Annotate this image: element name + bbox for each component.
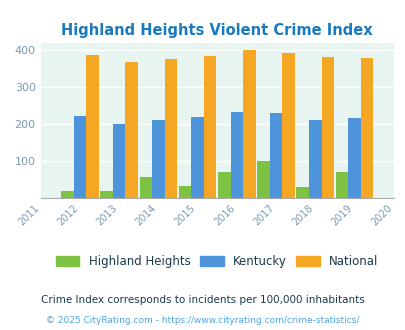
Bar (281, 52, 294, 198)
Bar (321, 57, 333, 198)
Bar (296, 187, 308, 198)
Text: Crime Index corresponds to incidents per 100,000 inhabitants: Crime Index corresponds to incidents per… (41, 295, 364, 305)
Bar (164, 59, 177, 198)
Bar (347, 118, 360, 198)
Bar (360, 58, 373, 198)
Bar (178, 186, 191, 198)
Bar (191, 117, 203, 198)
Bar (113, 124, 125, 198)
Title: Highland Heights Violent Crime Index: Highland Heights Violent Crime Index (61, 22, 372, 38)
Bar (243, 50, 255, 198)
Bar (73, 116, 86, 198)
Bar (230, 112, 243, 198)
Bar (308, 120, 321, 198)
Bar (257, 161, 269, 198)
Bar (203, 56, 216, 198)
Bar (100, 191, 113, 198)
Bar (86, 55, 98, 198)
Bar (152, 120, 164, 198)
Text: © 2025 CityRating.com - https://www.cityrating.com/crime-statistics/: © 2025 CityRating.com - https://www.city… (46, 315, 359, 325)
Legend: Highland Heights, Kentucky, National: Highland Heights, Kentucky, National (51, 250, 382, 273)
Bar (217, 172, 230, 198)
Bar (139, 177, 152, 198)
Bar (269, 114, 281, 198)
Bar (335, 172, 347, 198)
Bar (61, 191, 73, 198)
Bar (125, 62, 138, 198)
